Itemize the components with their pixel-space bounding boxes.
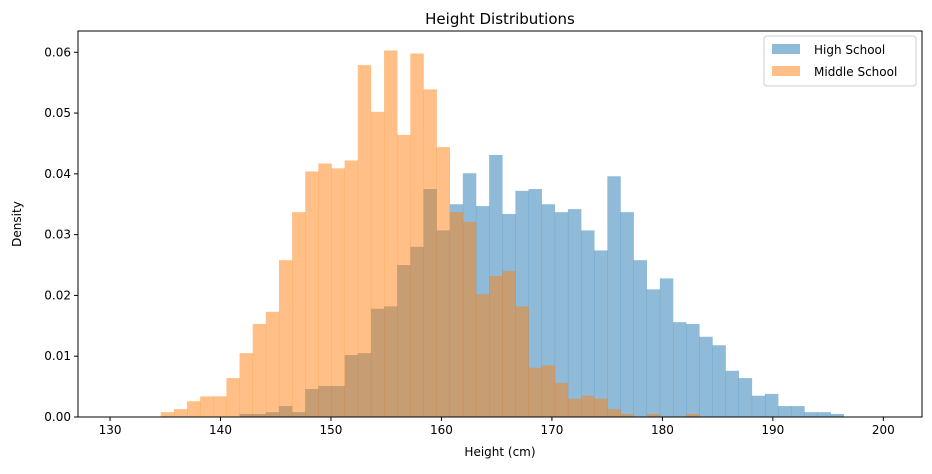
bar-high-school [738,378,753,417]
bar-middle-school [567,398,582,417]
x-tick-label: 170 [540,423,563,437]
y-tick-label: 0.00 [44,410,71,424]
bar-middle-school [620,413,634,417]
x-tick-label: 160 [430,423,453,437]
x-tick-label: 190 [761,423,784,437]
bar-middle-school [292,212,306,417]
legend-label-middle-school: Middle School [814,65,897,79]
y-tick-label: 0.02 [44,288,71,302]
bar-middle-school [252,323,267,417]
x-axis-ticks: 130 140 150 160 170 180 190 200 [99,417,895,437]
bar-high-school [817,412,831,417]
y-tick-label: 0.04 [44,167,71,181]
bar-middle-school [449,212,464,417]
y-axis-ticks: 0.00 0.01 0.02 0.03 0.04 0.05 0.06 [44,45,78,424]
bar-high-school [673,322,687,417]
bar-high-school [594,250,608,417]
bar-middle-school [489,275,503,417]
bar-middle-school [213,396,227,417]
bar-high-school [633,260,648,417]
bar-high-school [607,176,621,417]
bars-layer [160,50,845,418]
bar-high-school [751,395,766,417]
chart-title: Height Distributions [425,10,575,28]
bar-high-school [712,345,726,417]
bar-middle-school [475,294,490,417]
bar-middle-school [187,401,201,417]
axes-frame [77,30,923,418]
y-tick-label: 0.05 [44,106,71,120]
y-tick-label: 0.03 [44,228,71,242]
bar-middle-school [200,396,214,417]
bar-high-school [567,209,582,417]
bar-high-school [659,278,674,417]
x-tick-label: 180 [651,423,674,437]
bar-high-school [725,370,739,417]
bar-middle-school [515,306,529,417]
bar-middle-school [581,395,595,417]
bar-high-school [791,406,805,417]
bar-high-school [554,212,569,417]
bar-middle-school [357,65,372,417]
bar-high-school [646,289,661,417]
bar-high-school [581,230,595,417]
x-tick-label: 140 [209,423,232,437]
bar-middle-school [594,398,608,417]
legend-swatch-high-school [772,44,800,54]
bar-middle-school [239,353,253,417]
bar-middle-school [370,111,385,418]
legend-swatch-middle-school [772,66,800,76]
x-axis-label: Height (cm) [464,445,535,459]
bar-middle-school [344,160,359,417]
bar-middle-school [541,365,556,417]
bar-high-school [699,336,713,417]
bar-middle-school [305,171,319,417]
y-tick-label: 0.01 [44,349,71,363]
bar-middle-school [462,221,477,417]
bar-middle-school [423,89,437,418]
bar-high-school [620,212,634,417]
bar-middle-school [410,53,424,418]
bar-middle-school [686,413,700,417]
legend: High School Middle School [763,35,917,87]
bar-middle-school [554,382,569,417]
bar-high-school [778,406,792,417]
bar-high-school [830,413,845,417]
bar-high-school [804,412,818,417]
bar-high-school [764,393,779,417]
x-tick-label: 130 [99,423,122,437]
x-tick-label: 200 [872,423,895,437]
bar-middle-school [646,413,661,417]
y-axis-label: Density [10,201,24,247]
bar-middle-school [160,412,175,417]
bar-middle-school [173,409,188,417]
bar-middle-school [436,147,451,417]
bar-middle-school [331,168,345,417]
bar-middle-school [397,134,411,417]
bar-middle-school [384,50,398,418]
bar-middle-school [318,163,332,417]
bar-high-school [528,189,542,417]
bar-middle-school [278,260,293,417]
bar-middle-school [265,311,280,417]
bar-high-school [686,323,700,417]
y-tick-label: 0.06 [44,45,71,59]
bar-middle-school [502,271,516,417]
legend-box [763,35,917,87]
x-tick-label: 150 [320,423,343,437]
legend-label-high-school: High School [814,43,885,57]
bar-middle-school [607,409,621,417]
bar-high-school [541,204,556,417]
bar-middle-school [226,378,240,417]
bar-middle-school [528,367,542,417]
